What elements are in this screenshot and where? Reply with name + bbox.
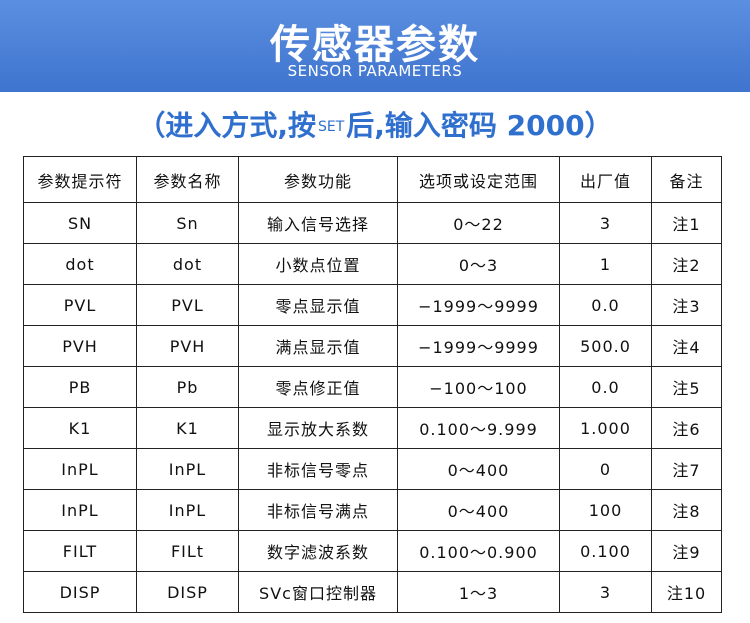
table-cell: 100 bbox=[559, 489, 652, 531]
table-cell: 0.0 bbox=[559, 366, 652, 408]
table-row: InPL InPL 非标信号零点 0～400 0 注7 bbox=[23, 448, 722, 490]
table-cell: 显示放大系数 bbox=[238, 407, 398, 449]
table-cell: −100～100 bbox=[397, 366, 560, 408]
instruction: （进入方式,按 SET后,输入密码 2000） bbox=[0, 104, 750, 144]
table-cell: 注5 bbox=[651, 366, 722, 408]
table-cell: PVH bbox=[23, 325, 137, 367]
table-cell: PVL bbox=[136, 284, 239, 326]
table-cell: 注4 bbox=[651, 325, 722, 367]
table-cell: 注1 bbox=[651, 202, 722, 244]
table-cell: 注2 bbox=[651, 243, 722, 285]
table-cell: 1.000 bbox=[559, 407, 652, 449]
table-row: K1 K1 显示放大系数 0.100～9.999 1.000 注6 bbox=[23, 407, 722, 449]
table-cell: 0～3 bbox=[397, 243, 560, 285]
table-cell: 0.100 bbox=[559, 530, 652, 572]
table-cell: 0～22 bbox=[397, 202, 560, 244]
table-cell: DISP bbox=[136, 571, 239, 613]
table-row: PB Pb 零点修正值 −100～100 0.0 注5 bbox=[23, 366, 722, 408]
table-cell: −1999～9999 bbox=[397, 284, 560, 326]
table-row: DISP DISP SVc窗口控制器 1～3 3 注10 bbox=[23, 571, 722, 613]
table-cell: 注3 bbox=[651, 284, 722, 326]
table-body: SN Sn 输入信号选择 0～22 3 注1 dot dot 小数点位置 0～3 1 注2 PVL PVL… bbox=[23, 202, 722, 613]
table-cell: 非标信号零点 bbox=[238, 448, 398, 490]
column-header: 选项或设定范围 bbox=[397, 156, 560, 203]
table-row: dot dot 小数点位置 0～3 1 注2 bbox=[23, 243, 722, 285]
title: 传感器参数 bbox=[270, 22, 480, 68]
table-cell: InPL bbox=[136, 448, 239, 490]
table-cell: PVH bbox=[136, 325, 239, 367]
table-cell: PVL bbox=[23, 284, 137, 326]
table-cell: −1999～9999 bbox=[397, 325, 560, 367]
table-cell: Pb bbox=[136, 366, 239, 408]
instruction-prefix: （进入方式,按 bbox=[137, 109, 316, 142]
column-header: 参数功能 bbox=[238, 156, 398, 203]
table-cell: DISP bbox=[23, 571, 137, 613]
table-cell: 注9 bbox=[651, 530, 722, 572]
table-row: PVL PVL 零点显示值 −1999～9999 0.0 注3 bbox=[23, 284, 722, 326]
table-cell: 0 bbox=[559, 448, 652, 490]
table-row: PVH PVH 满点显示值 −1999～9999 500.0 注4 bbox=[23, 325, 722, 367]
instruction-suffix: 后,输入密码 2000） bbox=[346, 109, 613, 142]
table-cell: 满点显示值 bbox=[238, 325, 398, 367]
column-header: 参数名称 bbox=[136, 156, 239, 203]
table-cell: Sn bbox=[136, 202, 239, 244]
subtitle: SENSOR PARAMETERS bbox=[287, 62, 463, 80]
table-cell: SVc窗口控制器 bbox=[238, 571, 398, 613]
table-cell: InPL bbox=[136, 489, 239, 531]
table-cell: SN bbox=[23, 202, 137, 244]
table-cell: 注8 bbox=[651, 489, 722, 531]
parameter-table: 参数提示符 参数名称 参数功能 选项或设定范围 出厂值 备注 SN Sn 输入信号选择 0～22… bbox=[23, 156, 722, 613]
column-header: 备注 bbox=[651, 156, 722, 203]
table-cell: PB bbox=[23, 366, 137, 408]
table-cell: InPL bbox=[23, 448, 137, 490]
table-cell: 注7 bbox=[651, 448, 722, 490]
table-cell: 1 bbox=[559, 243, 652, 285]
table-cell: 非标信号满点 bbox=[238, 489, 398, 531]
table-row: SN Sn 输入信号选择 0～22 3 注1 bbox=[23, 202, 722, 244]
table-row: FILT FILt 数字滤波系数 0.100～0.900 0.100 注9 bbox=[23, 530, 722, 572]
table-cell: FILT bbox=[23, 530, 137, 572]
table-cell: 0.100～0.900 bbox=[397, 530, 560, 572]
table-cell: FILt bbox=[136, 530, 239, 572]
table-cell: 500.0 bbox=[559, 325, 652, 367]
table-cell: dot bbox=[136, 243, 239, 285]
table-cell: InPL bbox=[23, 489, 137, 531]
table-cell: 0～400 bbox=[397, 489, 560, 531]
table-cell: K1 bbox=[23, 407, 137, 449]
table-cell: 0～400 bbox=[397, 448, 560, 490]
header-row: 参数提示符 参数名称 参数功能 选项或设定范围 出厂值 备注 bbox=[23, 156, 722, 203]
table-cell: dot bbox=[23, 243, 137, 285]
table-cell: 3 bbox=[559, 202, 652, 244]
table-cell: 3 bbox=[559, 571, 652, 613]
table-cell: 0.100～9.999 bbox=[397, 407, 560, 449]
table-cell: 注6 bbox=[651, 407, 722, 449]
instruction-key: SET bbox=[318, 119, 345, 135]
header-band bbox=[0, 0, 750, 92]
table-cell: 零点修正值 bbox=[238, 366, 398, 408]
table-cell: 0.0 bbox=[559, 284, 652, 326]
column-header: 参数提示符 bbox=[23, 156, 137, 203]
table-cell: 1～3 bbox=[397, 571, 560, 613]
table-cell: 数字滤波系数 bbox=[238, 530, 398, 572]
column-header: 出厂值 bbox=[559, 156, 652, 203]
table-cell: 输入信号选择 bbox=[238, 202, 398, 244]
table-cell: 注10 bbox=[651, 571, 722, 613]
table-cell: K1 bbox=[136, 407, 239, 449]
table-row: InPL InPL 非标信号满点 0～400 100 注8 bbox=[23, 489, 722, 531]
table-cell: 零点显示值 bbox=[238, 284, 398, 326]
table-cell: 小数点位置 bbox=[238, 243, 398, 285]
